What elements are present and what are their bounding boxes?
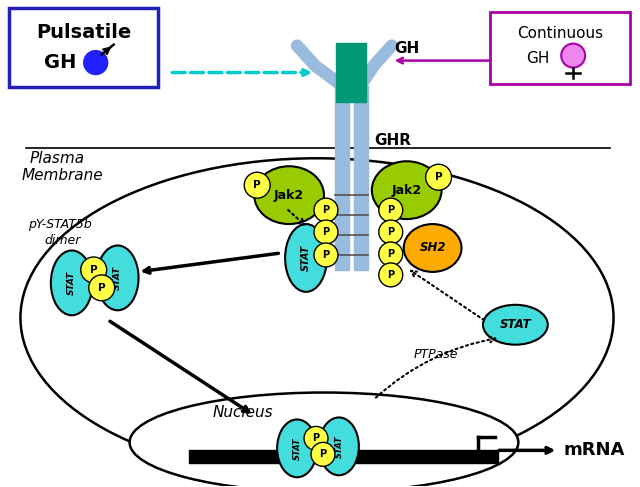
Text: P: P bbox=[323, 205, 330, 215]
Text: GH: GH bbox=[44, 53, 76, 72]
Ellipse shape bbox=[319, 417, 359, 475]
Ellipse shape bbox=[372, 161, 442, 219]
Text: GH: GH bbox=[394, 41, 419, 56]
Circle shape bbox=[379, 263, 403, 287]
Text: Jak2: Jak2 bbox=[392, 184, 422, 197]
Circle shape bbox=[426, 164, 452, 190]
Text: STAT: STAT bbox=[301, 245, 311, 271]
Text: Pulsatile: Pulsatile bbox=[36, 23, 131, 42]
Circle shape bbox=[379, 220, 403, 244]
Circle shape bbox=[244, 172, 270, 198]
Text: Jak2: Jak2 bbox=[274, 188, 304, 202]
Text: GHR: GHR bbox=[374, 133, 411, 148]
Text: mRNA: mRNA bbox=[563, 441, 625, 459]
Circle shape bbox=[81, 257, 107, 283]
Text: P: P bbox=[387, 270, 394, 280]
Circle shape bbox=[314, 220, 338, 244]
Bar bbox=[336, 43, 366, 102]
Text: GH: GH bbox=[527, 51, 550, 66]
Ellipse shape bbox=[483, 305, 548, 345]
Text: STAT: STAT bbox=[113, 266, 122, 290]
Ellipse shape bbox=[404, 224, 461, 272]
Circle shape bbox=[314, 243, 338, 267]
Text: P: P bbox=[98, 283, 106, 293]
Circle shape bbox=[379, 198, 403, 222]
Bar bbox=[354, 86, 368, 270]
Text: P: P bbox=[435, 172, 442, 182]
Ellipse shape bbox=[254, 166, 324, 224]
Text: STAT: STAT bbox=[292, 437, 301, 460]
Text: P: P bbox=[387, 227, 394, 237]
Ellipse shape bbox=[129, 393, 518, 487]
Text: Membrane: Membrane bbox=[22, 168, 104, 183]
Text: SH2: SH2 bbox=[419, 242, 446, 255]
Text: STAT: STAT bbox=[500, 318, 531, 331]
Circle shape bbox=[84, 51, 108, 75]
Text: P: P bbox=[387, 205, 394, 215]
Ellipse shape bbox=[277, 419, 317, 477]
Text: dimer: dimer bbox=[45, 234, 81, 247]
Circle shape bbox=[311, 442, 335, 466]
FancyBboxPatch shape bbox=[9, 8, 159, 88]
Circle shape bbox=[314, 198, 338, 222]
Text: pY-STAT5b: pY-STAT5b bbox=[28, 218, 92, 231]
Bar bbox=[335, 86, 349, 270]
Text: STAT: STAT bbox=[335, 435, 344, 458]
Text: P: P bbox=[319, 450, 326, 459]
Text: PTPase: PTPase bbox=[413, 348, 458, 361]
Text: P: P bbox=[387, 249, 394, 259]
Text: P: P bbox=[90, 265, 97, 275]
Text: P: P bbox=[323, 250, 330, 260]
Ellipse shape bbox=[20, 158, 614, 477]
FancyBboxPatch shape bbox=[490, 12, 630, 83]
Text: P: P bbox=[312, 433, 319, 443]
Text: Continuous: Continuous bbox=[517, 26, 604, 41]
Text: Nucleus: Nucleus bbox=[212, 406, 273, 420]
Ellipse shape bbox=[285, 224, 327, 292]
Circle shape bbox=[379, 242, 403, 266]
Circle shape bbox=[561, 44, 585, 68]
Text: Plasma: Plasma bbox=[30, 151, 85, 166]
Text: STAT: STAT bbox=[67, 271, 76, 295]
Circle shape bbox=[89, 275, 115, 301]
Circle shape bbox=[304, 427, 328, 450]
Bar bbox=[189, 450, 499, 463]
Text: P: P bbox=[253, 180, 261, 190]
Ellipse shape bbox=[97, 245, 139, 310]
Text: P: P bbox=[323, 227, 330, 237]
Ellipse shape bbox=[51, 250, 93, 315]
